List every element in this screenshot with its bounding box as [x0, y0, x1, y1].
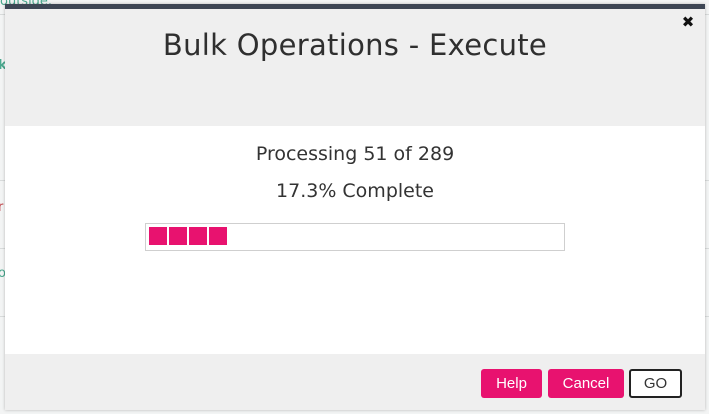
background-text: r: [0, 200, 4, 215]
background-text: o: [0, 266, 6, 281]
help-button[interactable]: Help: [481, 369, 542, 398]
progress-fill: [149, 227, 227, 247]
modal-header: Bulk Operations - Execute ✖: [5, 9, 705, 126]
progress-block: [169, 227, 187, 245]
background-text: k: [0, 58, 7, 73]
progress-block: [149, 227, 167, 245]
modal-footer: Help Cancel GO: [5, 354, 705, 410]
go-button[interactable]: GO: [629, 369, 682, 398]
modal-top-bar: [5, 4, 705, 9]
processing-status: Processing 51 of 289: [255, 143, 455, 165]
bulk-operations-modal: Bulk Operations - Execute ✖ Processing 5…: [5, 4, 705, 410]
close-icon[interactable]: ✖: [681, 13, 695, 31]
progress-block: [209, 227, 227, 245]
percent-complete: 17.3% Complete: [276, 180, 434, 202]
modal-title: Bulk Operations - Execute: [162, 28, 548, 62]
progress-block: [189, 227, 207, 245]
cancel-button[interactable]: Cancel: [548, 369, 624, 398]
progress-bar: [145, 223, 565, 251]
modal-body: Processing 51 of 289 17.3% Complete: [5, 126, 705, 354]
